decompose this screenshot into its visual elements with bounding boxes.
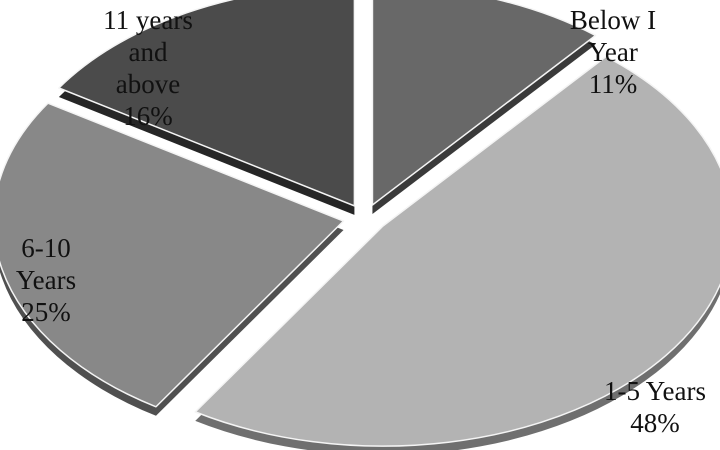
- slice-percent: 16%: [123, 101, 173, 131]
- slice-label-1-5-years: 1-5 Years 48%: [590, 375, 720, 439]
- slice-label-line: Year: [588, 37, 638, 67]
- slice-label-line: Below I: [569, 5, 657, 35]
- slice-below-1-year: [371, 0, 597, 206]
- slice-1-5-years: [194, 55, 720, 447]
- slice-label-6-10-years: 6-10 Years 25%: [0, 232, 96, 328]
- slice-label-line: 1-5 Years: [603, 376, 706, 406]
- slice-percent: 25%: [21, 297, 71, 327]
- slice-label-line: and: [128, 37, 168, 67]
- slice-label-below-1-year: Below I Year 11%: [548, 4, 678, 100]
- slice-label-line: Years: [15, 265, 77, 295]
- slice-label-line: above: [115, 69, 181, 99]
- slice-percent: 11%: [588, 69, 638, 99]
- slice-label-line: 11 years: [103, 5, 193, 35]
- slice-11-years-and-above: [58, 0, 356, 207]
- slice-label-line: 6-10: [21, 233, 71, 263]
- slice-label-11-years-and-above: 11 years and above 16%: [68, 4, 228, 132]
- slice-6-10-years: [0, 102, 345, 408]
- slice-percent: 48%: [630, 408, 680, 438]
